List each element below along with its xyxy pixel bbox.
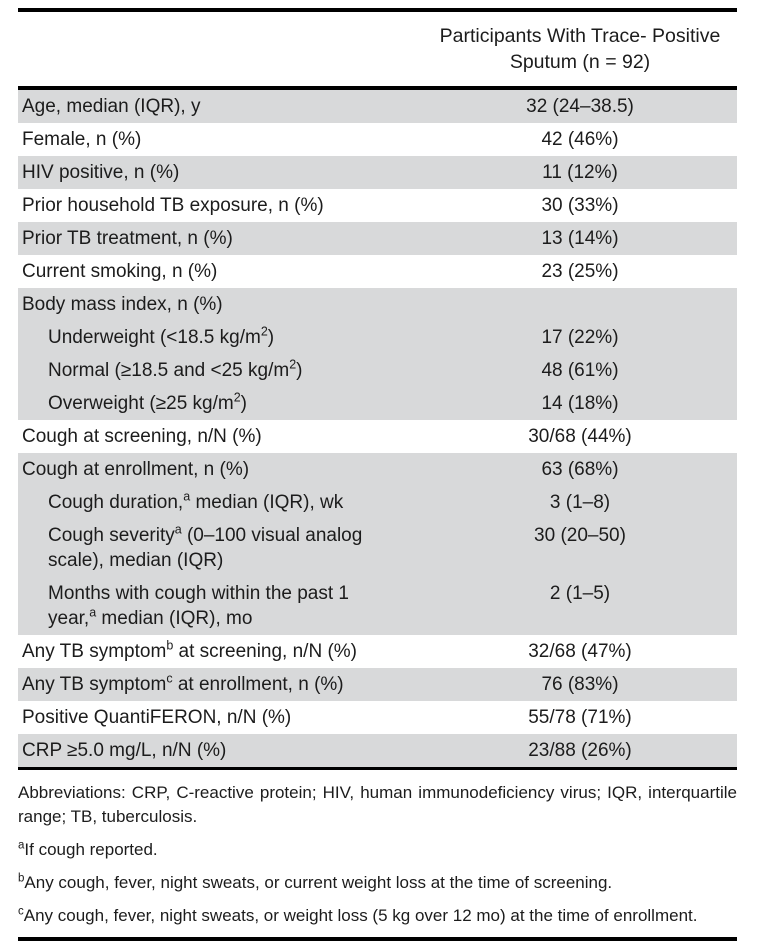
row-value: 42 (46%)	[541, 129, 619, 150]
table-row: Current smoking, n (%) 23 (25%)	[18, 255, 737, 288]
row-label: Prior household TB exposure, n (%)	[22, 195, 324, 216]
table-row: HIV positive, n (%) 11 (12%)	[18, 156, 737, 189]
table-row: Any TB symptomc at enrollment, n (%) 76 (…	[18, 668, 737, 701]
row-label: HIV positive, n (%)	[22, 162, 180, 183]
table-rows: Age, median (IQR), y 32 (24–38.5) Female, …	[18, 90, 737, 767]
row-value: 30/68 (44%)	[528, 426, 632, 447]
superscript-marker: c	[166, 671, 173, 686]
footnotes: Abbreviations: CRP, C-reactive protein; …	[18, 770, 737, 928]
table-row: Months with cough within the past 1 year,…	[18, 577, 737, 635]
footnote-c: cAny cough, fever, night sweats, or weig…	[18, 905, 698, 925]
table-row: Prior household TB exposure, n (%) 30 (33…	[18, 189, 737, 222]
table-row: Underweight (<18.5 kg/m2) 17 (22%)	[18, 321, 737, 354]
superscript-marker: 2	[289, 357, 297, 372]
abbreviations-note: Abbreviations: CRP, C-reactive protein; …	[18, 783, 737, 826]
row-label: Months with cough within the past 1 year,…	[48, 583, 350, 629]
row-value: 76 (83%)	[541, 674, 619, 695]
table-row: Cough at screening, n/N (%) 30/68 (44%)	[18, 420, 737, 453]
table-row: Cough at enrollment, n (%) 63 (68%)	[18, 453, 737, 486]
row-label: Age, median (IQR), y	[22, 96, 201, 117]
lettered-footnotes: aIf cough reported. bAny cough, fever, ni…	[18, 838, 737, 928]
table-row: Normal (≥18.5 and <25 kg/m2) 48 (61%)	[18, 354, 737, 387]
row-label: Normal (≥18.5 and <25 kg/m2)	[48, 357, 303, 381]
table-row: Female, n (%) 42 (46%)	[18, 123, 737, 156]
row-label: Cough duration,a median (IQR), wk	[48, 489, 344, 513]
row-value: 32 (24–38.5)	[526, 96, 634, 117]
row-label: Cough at enrollment, n (%)	[22, 459, 250, 480]
footer-rule	[18, 767, 737, 770]
row-value: 13 (14%)	[541, 228, 619, 249]
row-value: 63 (68%)	[541, 459, 619, 480]
row-value: 17 (22%)	[541, 327, 619, 348]
row-label: Current smoking, n (%)	[22, 261, 218, 282]
superscript-marker: a	[174, 522, 182, 537]
footnote-b: bAny cough, fever, night sweats, or curr…	[18, 872, 613, 892]
row-value: 30 (33%)	[541, 195, 619, 216]
column-header-line2: Sputum (n = 92)	[509, 51, 651, 73]
row-value: 2 (1–5)	[549, 583, 611, 604]
table-row: Any TB symptomb at screening, n/N (%) 32/…	[18, 635, 737, 668]
row-label: Female, n (%)	[22, 129, 142, 150]
table-row: Positive QuantiFERON, n/N (%) 55/78 (71%)	[18, 701, 737, 734]
row-value: 23 (25%)	[541, 261, 619, 282]
row-value: 48 (61%)	[541, 360, 619, 381]
row-label: Cough at screening, n/N (%)	[22, 426, 262, 447]
row-label: Any TB symptomc at enrollment, n (%)	[22, 671, 344, 695]
row-value: 23/88 (26%)	[528, 740, 632, 761]
superscript-marker: a	[89, 605, 97, 620]
footnote-marker: c	[18, 905, 24, 918]
footnote-a: aIf cough reported.	[18, 839, 158, 859]
row-value: 30 (20–50)	[534, 525, 626, 546]
table-row: Age, median (IQR), y 32 (24–38.5)	[18, 90, 737, 123]
row-label: CRP ≥5.0 mg/L, n/N (%)	[22, 740, 227, 761]
footnote-marker: a	[18, 839, 25, 852]
superscript-marker: a	[183, 489, 191, 504]
footnote-marker: b	[18, 872, 25, 885]
table-header-row: Participants With Trace- Positive Sputum…	[18, 12, 737, 86]
row-value: 11 (12%)	[542, 162, 618, 183]
row-label: Positive QuantiFERON, n/N (%)	[22, 707, 292, 728]
superscript-marker: b	[166, 638, 174, 653]
row-label: Overweight (≥25 kg/m2)	[48, 390, 247, 414]
row-value: 3 (1–8)	[549, 492, 611, 513]
row-value	[423, 288, 737, 296]
header-rule	[18, 86, 737, 90]
row-label: Prior TB treatment, n (%)	[22, 228, 233, 249]
column-header: Participants With Trace- Positive Sputum…	[423, 23, 737, 75]
row-value: 32/68 (47%)	[528, 641, 632, 662]
table-row: Body mass index, n (%)	[18, 288, 737, 321]
row-label: Cough severitya (0–100 visual analog scal…	[48, 522, 363, 571]
superscript-marker: 2	[233, 390, 241, 405]
bottom-rule	[18, 937, 737, 941]
table-row: Cough duration,a median (IQR), wk 3 (1–8)	[18, 486, 737, 519]
row-label: Underweight (<18.5 kg/m2)	[48, 324, 275, 348]
row-label: Any TB symptomb at screening, n/N (%)	[22, 638, 358, 662]
table-row: Overweight (≥25 kg/m2) 14 (18%)	[18, 387, 737, 420]
row-label: Body mass index, n (%)	[22, 294, 223, 315]
table-row: Prior TB treatment, n (%) 13 (14%)	[18, 222, 737, 255]
row-value: 55/78 (71%)	[528, 707, 632, 728]
superscript-marker: 2	[260, 324, 268, 339]
column-header-line1: Participants With Trace- Positive	[439, 25, 721, 47]
table-row: Cough severitya (0–100 visual analog scal…	[18, 519, 737, 577]
row-value: 14 (18%)	[541, 393, 619, 414]
top-rule	[18, 8, 737, 12]
table-row: CRP ≥5.0 mg/L, n/N (%) 23/88 (26%)	[18, 734, 737, 767]
